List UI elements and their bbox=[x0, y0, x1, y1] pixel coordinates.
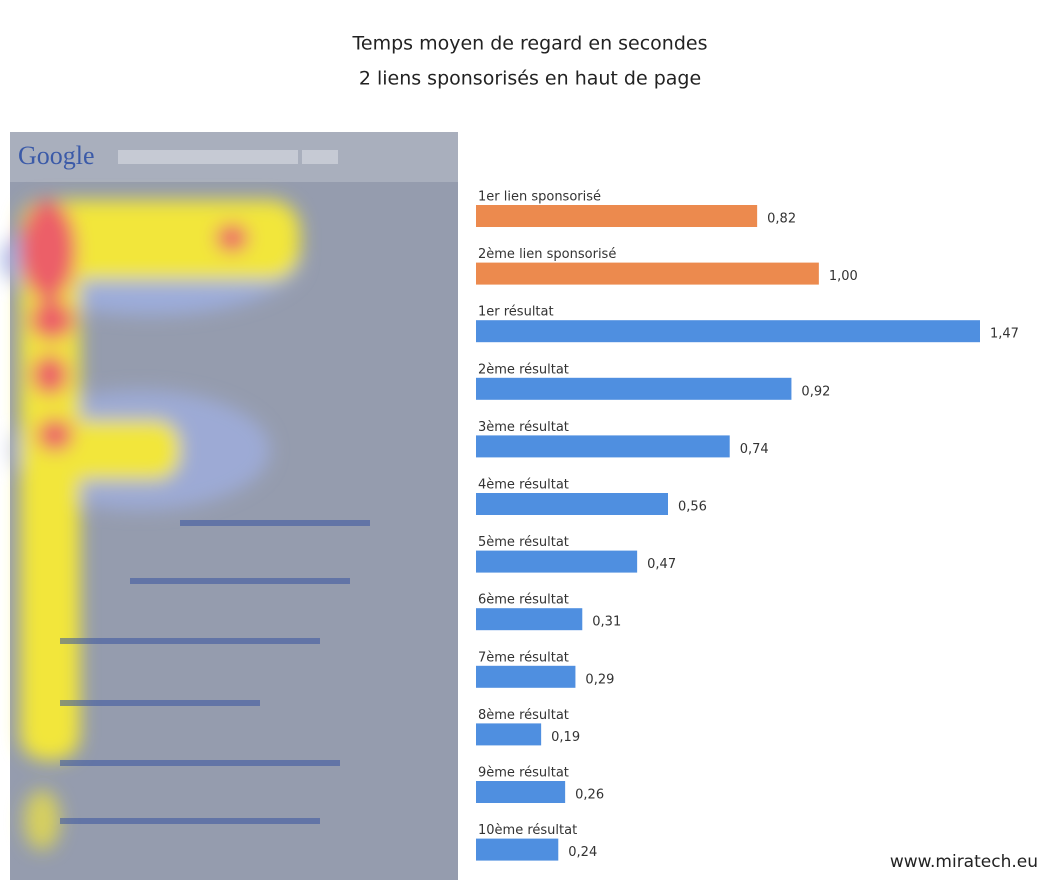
category-label: 2ème résultat bbox=[478, 362, 569, 377]
page: {"chart_data": {"type": "bar", "orientat… bbox=[0, 0, 1049, 881]
category-label: 1er résultat bbox=[478, 305, 554, 320]
category-label: 3ème résultat bbox=[478, 420, 569, 435]
chart-subtitle: 2 liens sponsorisés en haut de page bbox=[359, 68, 701, 90]
bar bbox=[476, 435, 730, 457]
bar bbox=[476, 781, 565, 803]
search-button bbox=[302, 150, 338, 164]
category-label: 7ème résultat bbox=[478, 650, 569, 665]
value-label: 1,00 bbox=[829, 269, 858, 284]
category-label: 6ème résultat bbox=[478, 593, 569, 608]
source: www.miratech.eu bbox=[890, 852, 1038, 872]
bar bbox=[476, 205, 757, 227]
heatmap-screenshot: Google bbox=[0, 132, 458, 880]
category-label: 1er lien sponsorisé bbox=[478, 190, 601, 205]
category-label: 10ème résultat bbox=[478, 823, 577, 838]
value-label: 0,19 bbox=[551, 730, 580, 745]
value-label: 0,29 bbox=[585, 672, 614, 687]
value-label: 0,74 bbox=[740, 442, 769, 457]
value-label: 1,47 bbox=[990, 327, 1019, 342]
value-label: 0,31 bbox=[592, 615, 621, 630]
bar bbox=[476, 551, 637, 573]
value-label: 0,26 bbox=[575, 788, 604, 803]
bar bbox=[476, 608, 582, 630]
value-label: 0,24 bbox=[568, 845, 597, 860]
category-label: 9ème résultat bbox=[478, 766, 569, 781]
bar bbox=[476, 263, 819, 285]
chart-title: Temps moyen de regard en secondes bbox=[352, 33, 708, 55]
value-label: 0,82 bbox=[767, 212, 796, 227]
category-label: 2ème lien sponsorisé bbox=[478, 247, 616, 262]
bar bbox=[476, 378, 791, 400]
bar bbox=[476, 666, 575, 688]
value-label: 0,47 bbox=[647, 557, 676, 572]
value-label: 0,56 bbox=[678, 500, 707, 515]
search-box bbox=[118, 150, 298, 164]
category-label: 8ème résultat bbox=[478, 708, 569, 723]
bar bbox=[476, 493, 668, 515]
bar bbox=[476, 839, 558, 861]
category-label: 5ème résultat bbox=[478, 535, 569, 550]
chart: Temps moyen de regard en secondes 2 lien… bbox=[0, 0, 1049, 881]
bar bbox=[476, 723, 541, 745]
logo: Google bbox=[18, 141, 95, 170]
value-label: 0,92 bbox=[801, 384, 830, 399]
category-label: 4ème résultat bbox=[478, 478, 569, 493]
bar bbox=[476, 320, 980, 342]
